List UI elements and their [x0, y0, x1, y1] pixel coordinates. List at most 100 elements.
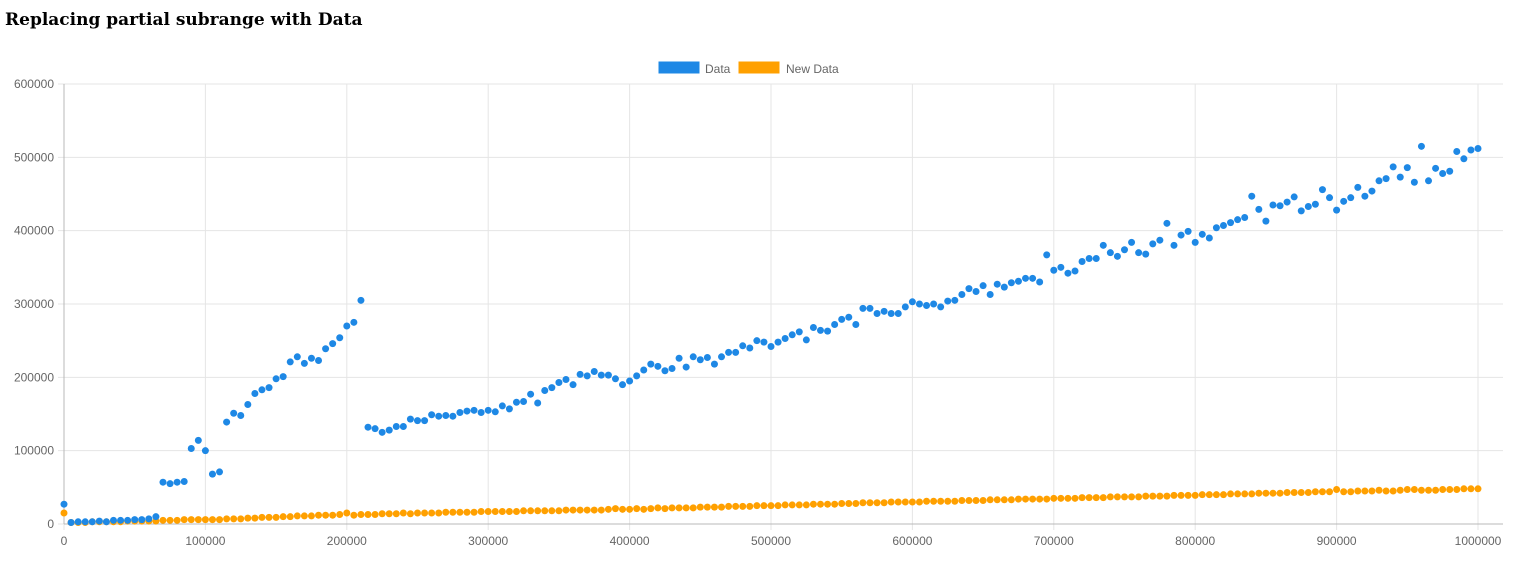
point-data: [272, 375, 280, 383]
point-new-data: [322, 511, 330, 519]
point-new-data: [1184, 491, 1192, 499]
point-new-data: [392, 510, 400, 518]
point-data: [201, 447, 209, 455]
point-data: [1170, 241, 1178, 249]
point-new-data: [385, 510, 393, 518]
point-data: [456, 409, 464, 417]
point-new-data: [1425, 486, 1433, 494]
point-new-data: [371, 510, 379, 518]
point-new-data: [788, 501, 796, 509]
axes: [63, 84, 1503, 525]
point-new-data: [1036, 495, 1044, 503]
point-new-data: [923, 497, 931, 505]
point-new-data: [1389, 487, 1397, 495]
point-new-data: [746, 502, 754, 510]
point-data: [746, 344, 754, 352]
point-data: [816, 326, 824, 334]
point-data: [315, 356, 323, 364]
point-data: [718, 353, 726, 361]
point-data: [781, 334, 789, 342]
legend-item-new-data[interactable]: New Data: [737, 60, 839, 76]
point-data: [986, 290, 994, 298]
legend-item-data[interactable]: Data: [657, 60, 731, 76]
point-new-data: [604, 505, 612, 513]
point-data: [117, 516, 125, 524]
point-new-data: [1326, 488, 1334, 496]
point-data: [124, 516, 132, 524]
point-data: [1460, 155, 1468, 163]
point-new-data: [456, 508, 464, 516]
legend[interactable]: Data New Data: [657, 60, 839, 76]
point-data: [562, 376, 570, 384]
point-data: [505, 405, 513, 413]
point-new-data: [1347, 488, 1355, 496]
point-new-data: [1007, 496, 1015, 504]
point-new-data: [696, 503, 704, 511]
point-new-data: [1311, 488, 1319, 496]
point-data: [633, 372, 641, 380]
point-data: [852, 321, 860, 329]
point-new-data: [944, 497, 952, 505]
point-new-data: [1085, 494, 1093, 502]
point-data: [576, 370, 584, 378]
point-new-data: [880, 499, 888, 507]
point-new-data: [795, 501, 803, 509]
point-data: [293, 353, 301, 361]
point-new-data: [590, 506, 598, 514]
point-data: [258, 386, 266, 394]
point-data: [1227, 219, 1235, 227]
point-data: [307, 354, 315, 362]
y-tick-label: 300000: [14, 297, 54, 311]
point-new-data: [230, 515, 238, 523]
point-new-data: [1106, 493, 1114, 501]
point-new-data: [901, 498, 909, 506]
point-data: [477, 409, 485, 417]
point-new-data: [463, 508, 471, 516]
x-tick-label: 600000: [892, 534, 932, 548]
point-new-data: [343, 509, 351, 517]
point-new-data: [1474, 485, 1482, 493]
point-new-data: [859, 499, 867, 507]
point-data: [1354, 183, 1362, 191]
point-new-data: [520, 507, 528, 515]
point-new-data: [710, 503, 718, 511]
point-new-data: [258, 513, 266, 521]
point-new-data: [399, 509, 407, 517]
data-points: [60, 142, 1482, 527]
point-data: [180, 477, 188, 485]
point-data: [251, 389, 259, 397]
point-new-data: [1283, 488, 1291, 496]
point-data: [604, 371, 612, 379]
point-data: [1446, 167, 1454, 175]
point-data: [866, 304, 874, 312]
point-data: [831, 321, 839, 329]
x-tick-label: 500000: [751, 534, 791, 548]
point-data: [979, 282, 987, 290]
point-data: [442, 411, 450, 419]
point-data: [1085, 255, 1093, 263]
point-data: [1340, 197, 1348, 205]
point-data: [923, 301, 931, 309]
point-new-data: [1149, 492, 1157, 500]
point-data: [1113, 252, 1121, 260]
point-data: [230, 409, 238, 417]
point-new-data: [824, 500, 832, 508]
point-new-data: [894, 498, 902, 506]
point-new-data: [718, 503, 726, 511]
point-data: [944, 297, 952, 305]
point-data: [894, 310, 902, 318]
point-new-data: [1022, 495, 1030, 503]
point-new-data: [527, 507, 535, 515]
point-new-data: [965, 497, 973, 505]
point-data: [1064, 269, 1072, 277]
point-data: [696, 356, 704, 364]
point-new-data: [1205, 491, 1213, 499]
point-data: [774, 338, 782, 346]
point-new-data: [491, 508, 499, 516]
point-new-data: [315, 511, 323, 519]
point-data: [859, 304, 867, 312]
point-data: [216, 468, 224, 476]
point-data: [1333, 206, 1341, 214]
point-new-data: [1234, 490, 1242, 498]
point-data: [534, 399, 542, 407]
